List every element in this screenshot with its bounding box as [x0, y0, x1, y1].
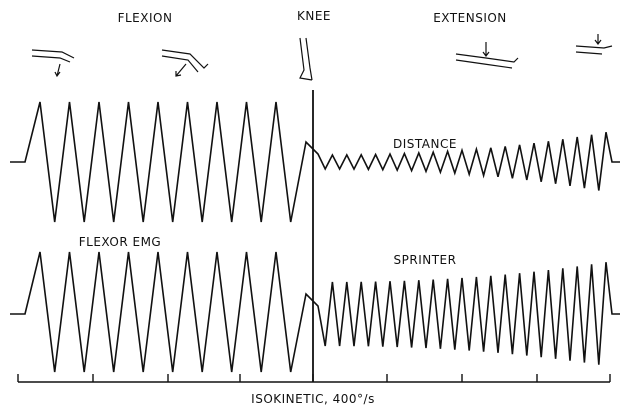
arrow-icon — [595, 34, 601, 44]
leg-icon — [162, 50, 208, 72]
sprinter-label: SPRINTER — [394, 253, 457, 267]
arrow-icon — [483, 42, 489, 56]
leg-icon — [32, 50, 74, 62]
trace — [10, 252, 620, 372]
caption: ISOKINETIC, 400°/s — [251, 392, 375, 406]
extension-label: EXTENSION — [433, 11, 507, 25]
distance-label: DISTANCE — [393, 137, 457, 151]
arrow-icon — [176, 64, 186, 76]
page: {"header": {"left": "FLEXION", "center":… — [0, 0, 620, 411]
flexor-emg-label: FLEXOR EMG — [79, 235, 161, 249]
knee-label: KNEE — [297, 9, 331, 23]
flexion-label: FLEXION — [118, 11, 173, 25]
trace — [10, 102, 620, 222]
leg-icons — [32, 34, 612, 80]
leg-icon — [576, 46, 612, 54]
arrow-icon — [55, 64, 60, 76]
figure: FLEXION KNEE EXTENSION DISTANCE FLEXOR E… — [0, 0, 620, 411]
leg-icon — [456, 54, 518, 68]
leg-icon — [300, 38, 312, 80]
